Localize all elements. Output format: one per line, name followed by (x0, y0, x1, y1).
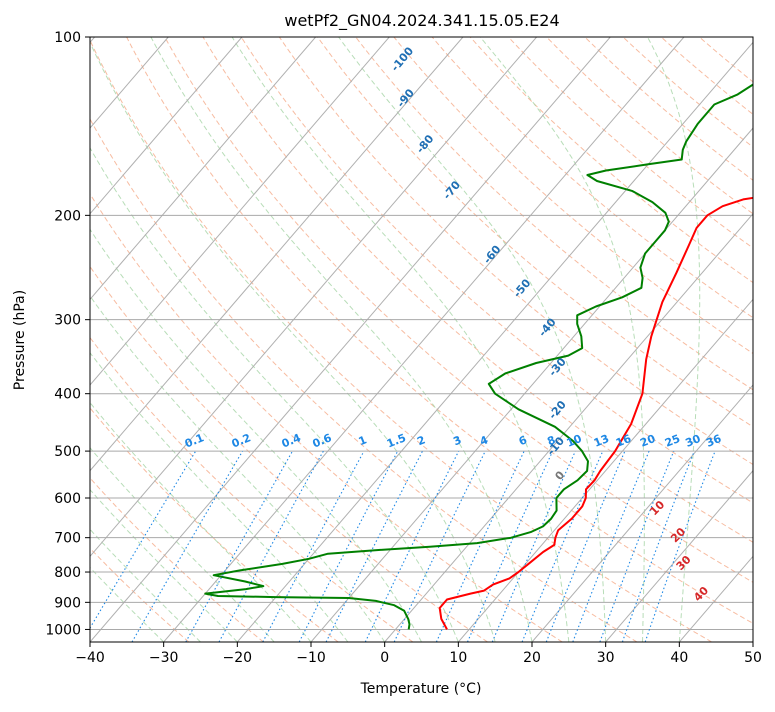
y-tick-label: 100 (54, 30, 81, 46)
x-tick-label: 20 (523, 650, 541, 666)
x-tick-label: −10 (296, 650, 326, 666)
y-tick-label: 800 (54, 565, 81, 581)
x-tick-label: 30 (597, 650, 615, 666)
y-tick-label: 200 (54, 208, 81, 224)
y-tick-label: 700 (54, 531, 81, 547)
x-tick-label: −40 (75, 650, 105, 666)
x-tick-label: 10 (449, 650, 467, 666)
x-tick-label: 40 (670, 650, 688, 666)
y-tick-label: 1000 (45, 622, 81, 638)
y-tick-label: 600 (54, 491, 81, 507)
x-tick-label: −30 (149, 650, 179, 666)
x-tick-label: −20 (223, 650, 253, 666)
y-tick-label: 400 (54, 387, 81, 403)
y-tick-label: 300 (54, 313, 81, 329)
x-tick-label: 0 (380, 650, 389, 666)
chart-title: wetPf2_GN04.2024.341.15.05.E24 (284, 11, 559, 31)
x-tick-label: 50 (744, 650, 762, 666)
y-tick-label: 900 (54, 595, 81, 611)
x-axis-label: Temperature (°C) (360, 681, 482, 697)
y-axis-label: Pressure (hPa) (12, 290, 28, 390)
y-tick-label: 500 (54, 444, 81, 460)
